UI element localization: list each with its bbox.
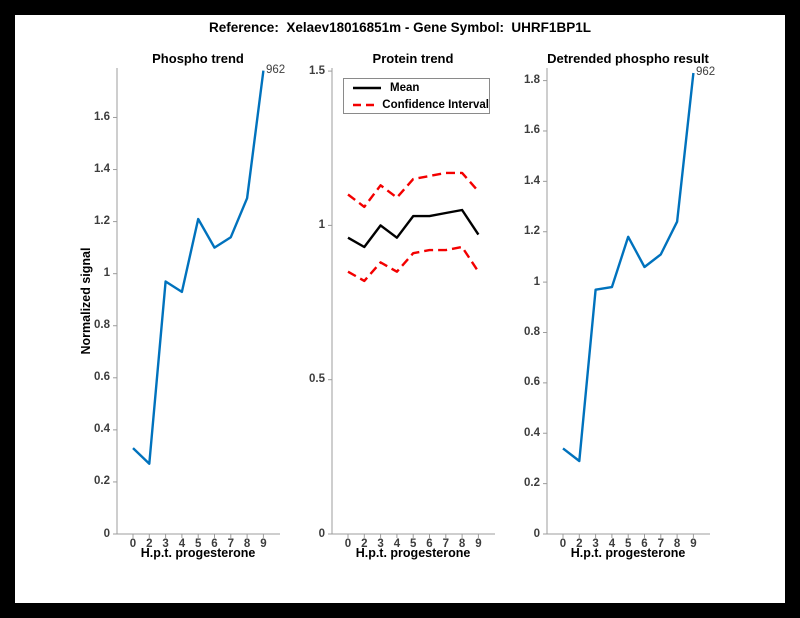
mean-line-sample-icon xyxy=(353,86,381,89)
subplot1-xlabel: H.p.t. progesterone xyxy=(140,546,256,560)
legend-box: Mean Confidence Interval xyxy=(343,78,490,114)
subplot3-xlabel: H.p.t. progesterone xyxy=(570,546,686,560)
subplot2-title: Protein trend xyxy=(372,51,454,66)
figure-title: Reference: Xelaev18016851m - Gene Symbol… xyxy=(209,20,591,35)
subplot1-annotation-962: 962 xyxy=(266,64,286,76)
subplot1-title: Phospho trend xyxy=(152,51,244,66)
subplot3-title: Detrended phospho result xyxy=(547,51,709,66)
subplot1-ylabel: Normalized signal xyxy=(79,247,93,355)
legend-label-mean: Mean xyxy=(390,81,420,94)
subplot2-xlabel: H.p.t. progesterone xyxy=(355,546,471,560)
legend-item-confidence-interval: Confidence Interval xyxy=(352,97,489,112)
ci-line-sample-icon xyxy=(353,103,375,106)
legend-item-mean: Mean xyxy=(352,80,489,95)
subplot3-annotation-962: 962 xyxy=(696,66,716,78)
legend-label-confidence-interval: Confidence Interval xyxy=(382,98,489,111)
